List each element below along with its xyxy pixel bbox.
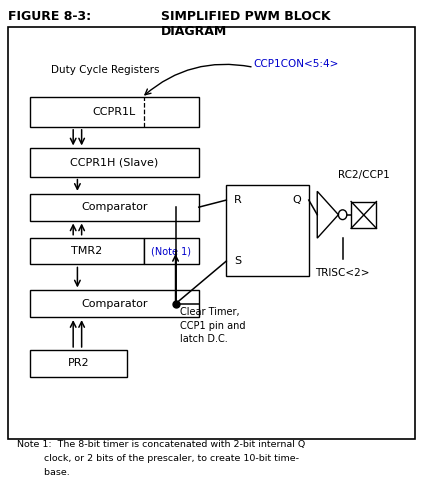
Text: CCPR1H (Slave): CCPR1H (Slave) <box>70 158 158 167</box>
Text: S: S <box>234 256 241 266</box>
Bar <box>8 27 415 439</box>
Text: Note 1:  The 8-bit timer is concatenated with 2-bit internal Q: Note 1: The 8-bit timer is concatenated … <box>17 440 305 449</box>
Text: (Note 1): (Note 1) <box>151 246 191 256</box>
Bar <box>30 148 199 177</box>
Bar <box>144 238 199 264</box>
Bar <box>30 97 199 127</box>
Bar <box>30 238 144 264</box>
Text: Comparator: Comparator <box>81 202 148 212</box>
Text: clock, or 2 bits of the prescaler, to create 10-bit time-: clock, or 2 bits of the prescaler, to cr… <box>17 454 299 463</box>
Text: CCPR1L: CCPR1L <box>93 107 136 117</box>
Text: CCP1CON<5:4>: CCP1CON<5:4> <box>254 60 339 69</box>
Bar <box>30 194 199 221</box>
Text: Q: Q <box>292 195 301 205</box>
Text: Duty Cycle Registers: Duty Cycle Registers <box>51 65 159 75</box>
Text: SIMPLIFIED PWM BLOCK
DIAGRAM: SIMPLIFIED PWM BLOCK DIAGRAM <box>161 10 330 38</box>
Text: RC2/CCP1: RC2/CCP1 <box>338 170 390 180</box>
Bar <box>351 202 376 228</box>
Bar <box>226 185 309 276</box>
Text: TMR2: TMR2 <box>71 246 102 256</box>
Text: PR2: PR2 <box>67 358 89 368</box>
Text: Comparator: Comparator <box>81 299 148 309</box>
Text: base.: base. <box>17 468 70 476</box>
Text: FIGURE 8-3:: FIGURE 8-3: <box>8 10 92 23</box>
Text: R: R <box>234 195 242 205</box>
Bar <box>30 350 127 377</box>
Text: Clear Timer,
CCP1 pin and
latch D.C.: Clear Timer, CCP1 pin and latch D.C. <box>180 307 245 344</box>
Bar <box>30 290 199 317</box>
Text: TRISC<2>: TRISC<2> <box>316 268 370 278</box>
